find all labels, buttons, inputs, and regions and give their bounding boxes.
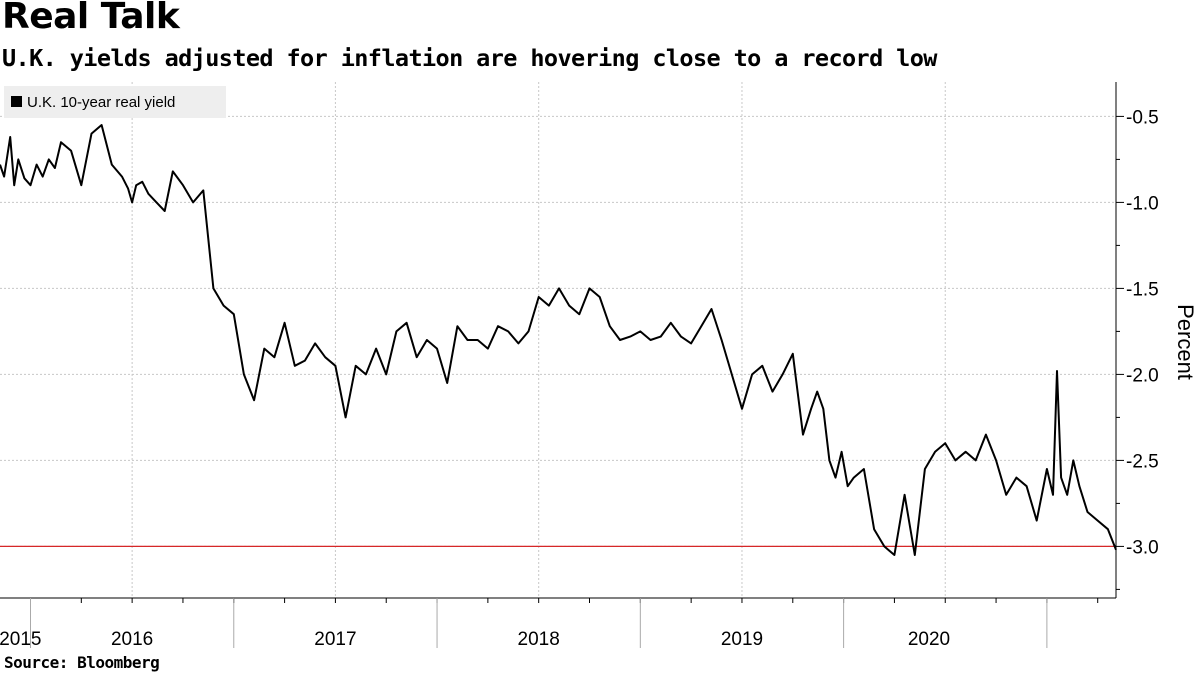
y-tick-label: -2.5 [1126, 451, 1159, 472]
y-tick-label: -1.0 [1126, 193, 1159, 214]
legend-label: U.K. 10-year real yield [27, 94, 175, 111]
x-tick-label: 2019 [721, 629, 763, 650]
axes [0, 82, 1117, 599]
chart-title: Real Talk [2, 0, 180, 37]
legend: U.K. 10-year real yield [4, 86, 226, 118]
y-tick-label: -2.0 [1126, 365, 1159, 386]
y-tick-label: -1.5 [1126, 279, 1159, 300]
source-note: Source: Bloomberg [4, 653, 160, 672]
legend-swatch [11, 96, 22, 107]
gridlines [0, 82, 1116, 598]
series-line-uk-10y-real-yield [0, 124, 1117, 556]
legend-background [4, 86, 226, 118]
x-tick-label: 2017 [314, 629, 356, 650]
y-tick-label: -0.5 [1126, 107, 1159, 128]
y-ticks: -0.5 -1.0 -1.5 -2.0 -2.5 -3.0 [1116, 107, 1159, 590]
chart-subtitle: U.K. yields adjusted for inflation are h… [2, 44, 937, 72]
x-tick-label: 2020 [908, 629, 950, 650]
x-tick-label: 2015 [0, 629, 41, 650]
y-tick-label: -3.0 [1126, 537, 1159, 558]
x-tick-label: 2018 [518, 629, 560, 650]
series-layer [0, 124, 1117, 556]
x-ticks: 2015 2016 2017 2018 2019 2020 [0, 598, 1099, 650]
x-tick-label: 2016 [111, 629, 153, 650]
y-axis-label: Percent [1173, 304, 1198, 380]
